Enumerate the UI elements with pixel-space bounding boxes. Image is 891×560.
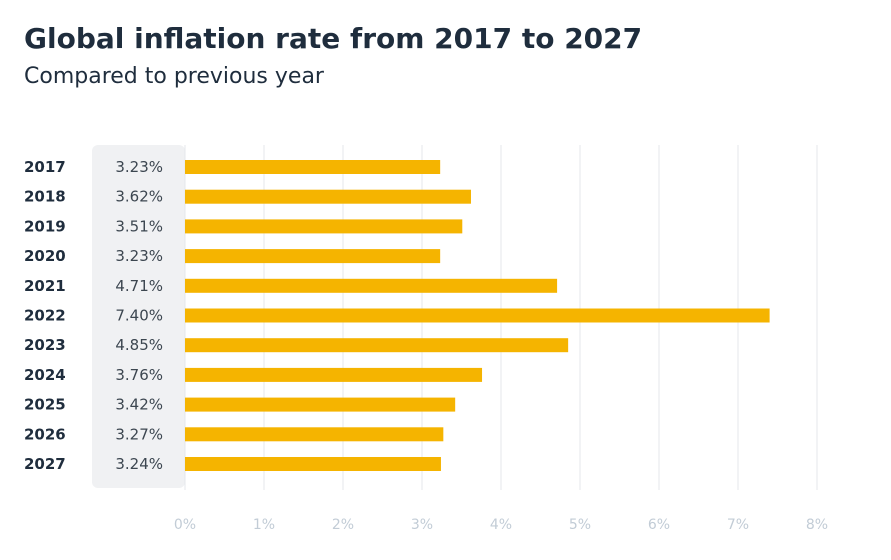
category-label: 2022 [24,307,66,325]
category-label: 2027 [24,455,66,473]
x-tick-label: 4% [490,517,512,533]
category-label: 2021 [24,277,66,295]
chart-title: Global inflation rate from 2017 to 2027 [24,22,643,55]
x-tick-label: 7% [727,517,749,533]
data-label: 3.62% [115,188,163,206]
bar [185,457,441,471]
data-label: 3.23% [115,247,163,265]
bar [185,249,441,264]
data-label: 4.71% [115,277,163,295]
value-label-panel [92,145,185,488]
bar [185,308,770,323]
category-label: 2018 [24,188,66,206]
x-tick-label: 6% [648,517,670,533]
data-label: 3.76% [115,366,163,384]
category-label: 2024 [24,366,66,384]
bar [185,160,441,174]
category-label: 2017 [24,158,66,176]
data-label: 3.51% [115,217,163,235]
category-label: 2025 [24,396,66,414]
bar [185,219,463,234]
category-label: 2020 [24,247,66,265]
x-tick-label: 8% [806,517,828,533]
bar [185,189,471,204]
x-tick-label: 0% [174,517,196,533]
data-label: 3.23% [115,158,163,176]
bar [185,397,456,412]
data-label: 4.85% [115,336,163,354]
category-label: 2023 [24,336,66,354]
x-tick-label: 1% [253,517,275,533]
x-tick-label: 3% [411,517,433,533]
data-label: 7.40% [115,307,163,325]
bar [185,338,569,353]
category-label: 2019 [24,217,66,235]
chart-subtitle: Compared to previous year [24,64,324,89]
data-label: 3.42% [115,396,163,414]
x-tick-label: 5% [569,517,591,533]
category-label: 2026 [24,425,66,443]
data-label: 3.27% [115,425,163,443]
bar [185,278,558,293]
x-tick-label: 2% [332,517,354,533]
bar [185,367,483,382]
bar [185,427,444,442]
data-label: 3.24% [115,455,163,473]
